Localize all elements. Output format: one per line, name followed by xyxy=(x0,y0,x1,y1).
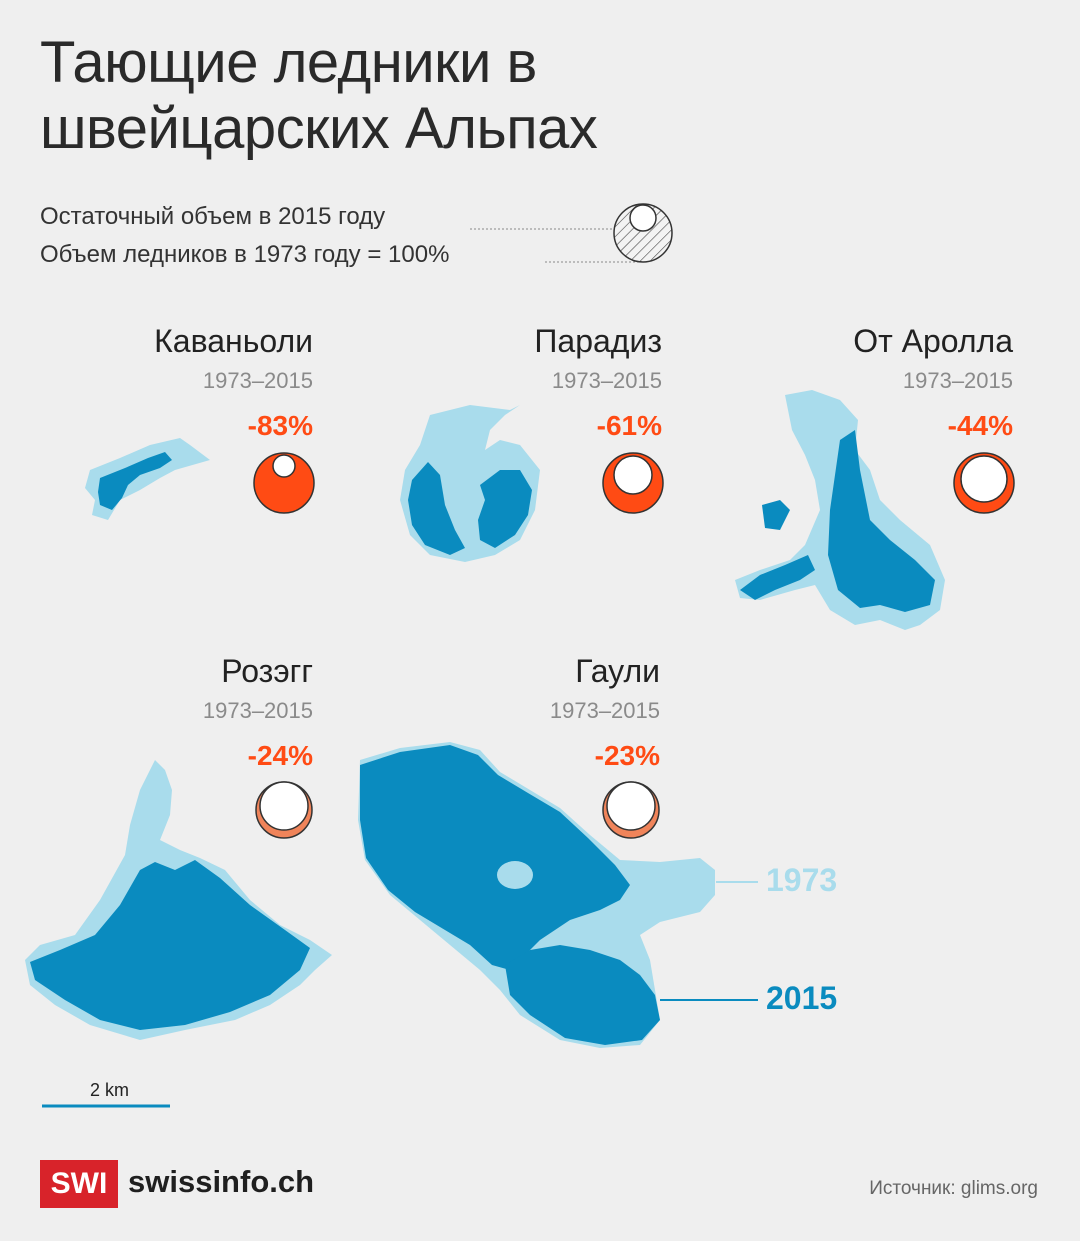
glacier-map-roseg xyxy=(25,760,332,1040)
glacier-map-haut-arolla xyxy=(735,390,945,630)
glacier-name: Гаули xyxy=(575,653,660,689)
legend-1973-label: 1973 xyxy=(766,862,838,898)
glacier-years: 1973–2015 xyxy=(551,368,662,393)
glacier-years: 1973–2015 xyxy=(202,368,313,393)
scale-label: 2 km xyxy=(90,1080,130,1100)
glacier-change: -44% xyxy=(947,410,1013,441)
glacier-years: 1973–2015 xyxy=(549,698,660,723)
glacier-name: От Аролла xyxy=(853,323,1013,359)
glacier-years: 1973–2015 xyxy=(902,368,1013,393)
glacier-change: -83% xyxy=(247,410,313,441)
pie-roseg xyxy=(255,781,313,839)
glacier-map-paradies xyxy=(400,405,540,562)
pie-gauli xyxy=(602,781,660,839)
glacier-name: Каваньоли xyxy=(154,323,313,359)
glacier-change: -61% xyxy=(596,410,662,441)
swi-logo: SWI xyxy=(40,1160,118,1208)
glacier-years: 1973–2015 xyxy=(202,698,313,723)
legend-1973-circle xyxy=(613,203,673,263)
pie-haut-arolla xyxy=(953,452,1015,514)
legend-remaining-label: Остаточный объем в 2015 году xyxy=(40,203,386,230)
glacier-map-cavagnoli xyxy=(85,438,210,520)
glacier-map-gauli xyxy=(358,742,715,1048)
legend-2015-label: 2015 xyxy=(766,980,838,1016)
page-title: Тающие ледники в швейцарских Альпах xyxy=(40,30,598,161)
legend-diagram xyxy=(470,203,673,263)
glacier-name: Парадиз xyxy=(534,323,662,359)
pie-paradies xyxy=(602,452,664,514)
brand-name: swissinfo.ch xyxy=(128,1164,315,1199)
legend-baseline-label: Объем ледников в 1973 году = 100% xyxy=(40,241,450,268)
glacier-change: -23% xyxy=(594,740,660,771)
pie-cavagnoli xyxy=(253,452,315,514)
legend-2015-circle xyxy=(629,204,657,232)
glacier-name: Розэгг xyxy=(221,653,313,689)
source-credit: Источник: glims.org xyxy=(869,1178,1038,1199)
glacier-change: -24% xyxy=(247,740,313,771)
